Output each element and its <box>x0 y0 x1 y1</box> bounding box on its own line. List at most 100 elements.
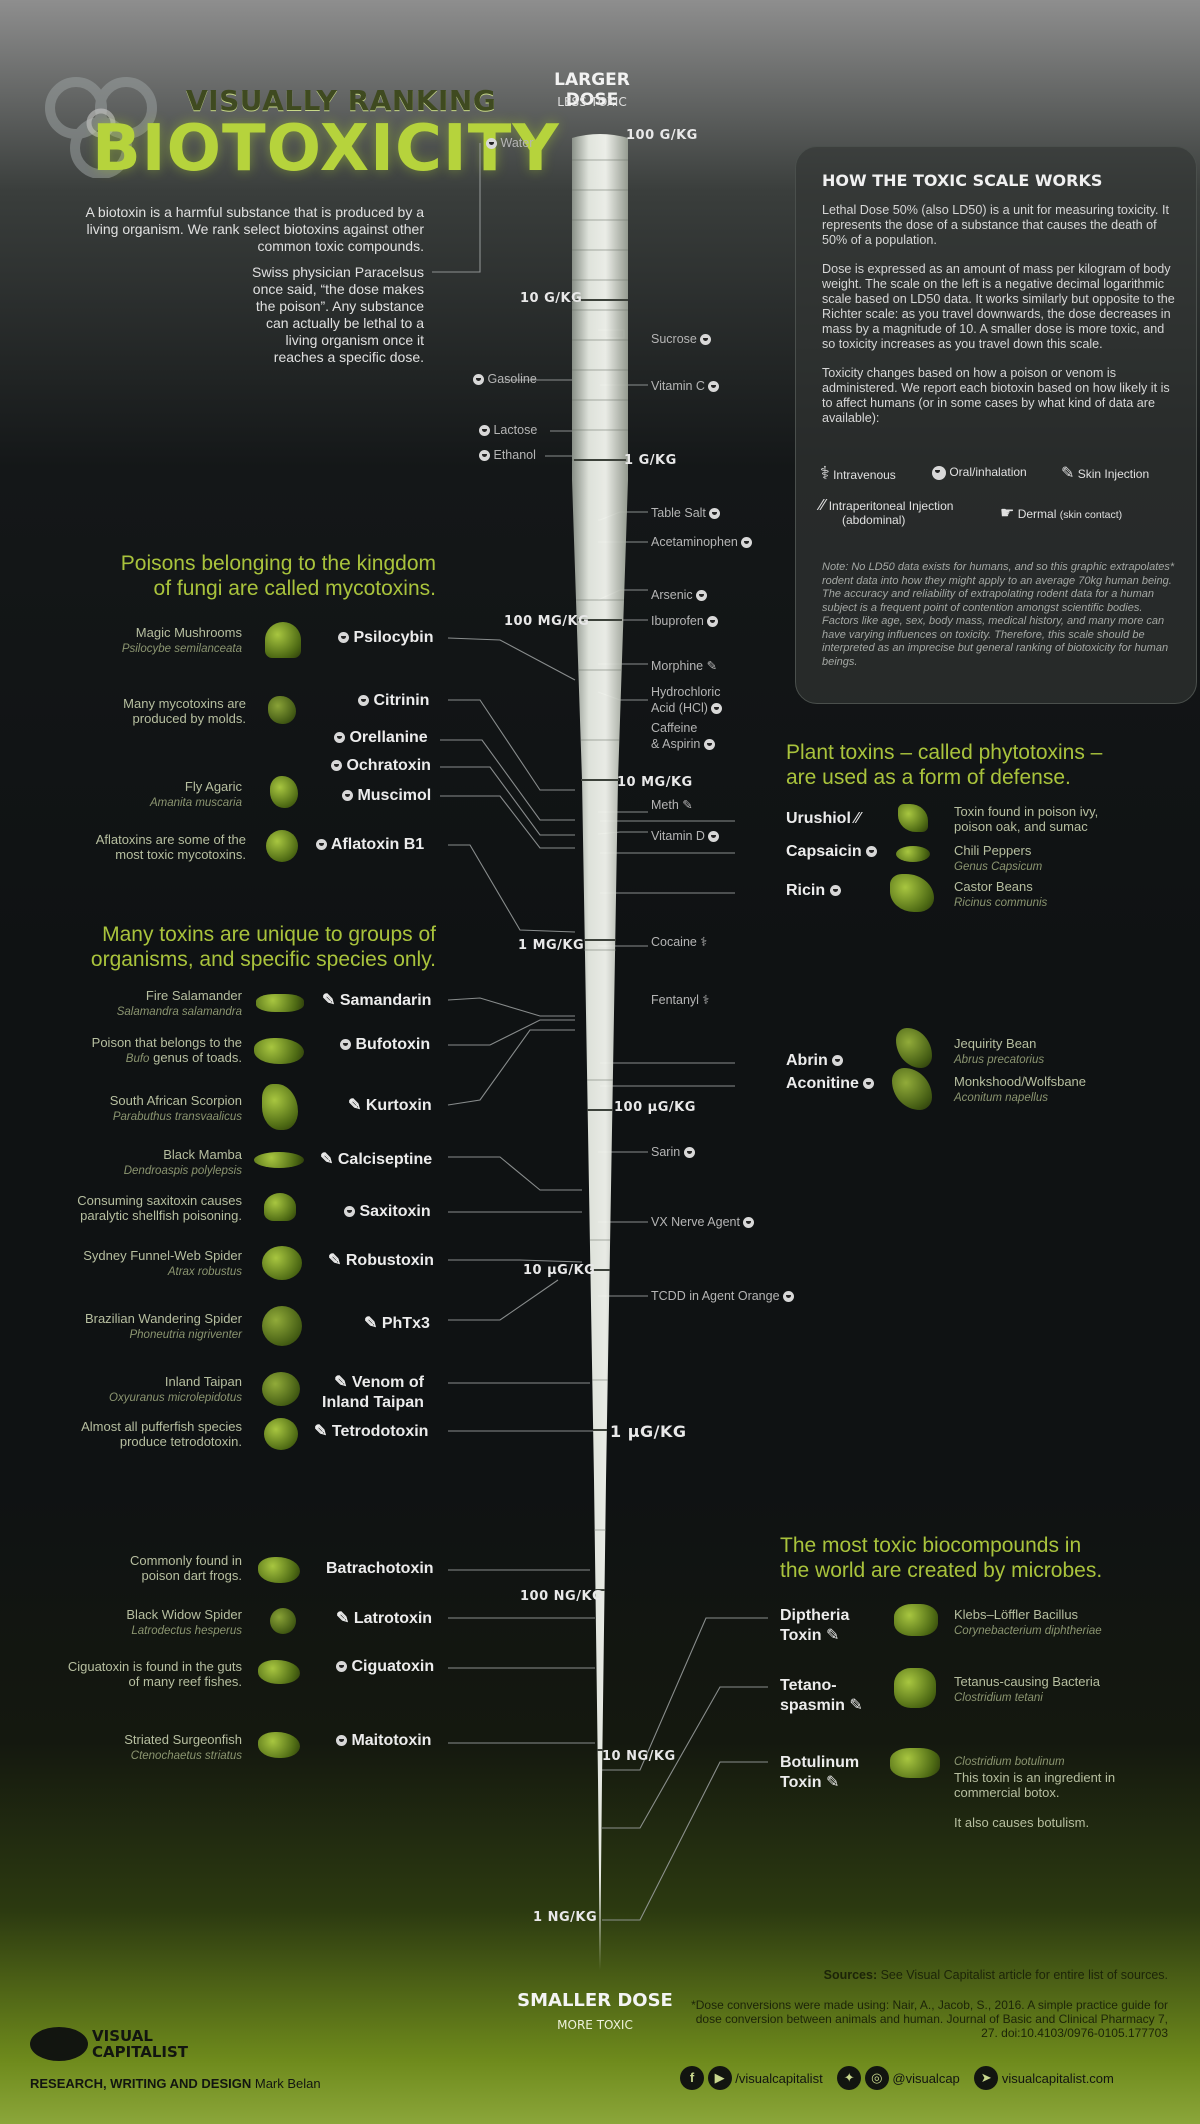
compound-fentanyl: Fentanyl ⚕ <box>651 993 710 1007</box>
scale-label-1ug: 1 µG/KG <box>610 1422 687 1441</box>
oral-icon <box>711 703 723 715</box>
social-handle-link[interactable]: /visualcapitalist <box>735 2071 823 2087</box>
skin-injection-icon: ✎ <box>334 1374 348 1391</box>
oral-icon <box>336 1661 347 1673</box>
oral-icon <box>708 831 720 843</box>
scale-top-sub: LESS TOXIC <box>557 95 627 109</box>
legend-skin-injection: ✎ Skin Injection <box>1061 465 1150 482</box>
plant-desc-abrin: Jequirity Bean Abrus precatorius <box>954 1036 1045 1066</box>
toxin-psilocybin: Psilocybin <box>338 629 433 647</box>
oral-icon <box>866 846 878 858</box>
skin-injection-icon: ✎ <box>364 1315 378 1332</box>
fly-agaric-illustration <box>270 776 298 808</box>
scale-label-100ng: 100 NG/KG <box>520 1589 604 1604</box>
toxin-kurtoxin: ✎ Kurtoxin <box>348 1097 432 1114</box>
legend-dermal: ☛ Dermal (skin contact) <box>1000 505 1123 522</box>
oral-icon <box>700 334 712 346</box>
chili-pepper-illustration <box>896 846 930 862</box>
fungi-desc-molds: Many mycotoxins are produced by molds. <box>123 696 246 726</box>
scale-top-title: LARGER DOSE <box>554 70 630 110</box>
oral-icon <box>334 732 345 744</box>
scale-label-10ng: 10 NG/KG <box>602 1749 676 1764</box>
toxin-latrotoxin: ✎ Latrotoxin <box>336 1610 433 1627</box>
youtube-icon[interactable]: ▶ <box>707 2066 732 2090</box>
scale-label-10mg: 10 MG/KG <box>617 775 693 790</box>
intraperitoneal-icon: ⁄⁄ <box>855 810 861 827</box>
compound-vitamin-d: Vitamin D <box>651 829 720 843</box>
intravenous-icon: ⚕ <box>702 993 710 1007</box>
compound-lactose: Lactose <box>479 423 537 437</box>
panel-paragraph-1: Lethal Dose 50% (also LD50) is a unit fo… <box>822 203 1169 247</box>
fungi-desc-fly-agaric: Fly Agaric Amanita muscaria <box>149 779 242 809</box>
mamba-illustration <box>254 1152 304 1168</box>
oral-icon <box>479 425 490 437</box>
toxin-muscimol: Muscimol <box>342 787 431 805</box>
scale-bottom-sub: MORE TOXIC <box>557 2018 633 2032</box>
wandering-spider-illustration <box>262 1306 302 1346</box>
species-heading: Many toxins are unique to groups of organ… <box>90 923 436 971</box>
species-desc-pufferfish: Almost all pufferfish species produce te… <box>81 1419 242 1449</box>
compound-gasoline: Gasoline <box>473 372 537 386</box>
compound-morphine: Morphine ✎ <box>651 659 718 673</box>
scale-label-1mg: 1 MG/KG <box>518 938 585 953</box>
sources: Sources: See Visual Capitalist article f… <box>823 1968 1168 1982</box>
diphtheria-bacillus-illustration <box>894 1604 938 1636</box>
compound-tcdd: TCDD in Agent Orange <box>651 1289 795 1303</box>
scale-label-10g: 10 G/KG <box>520 291 583 306</box>
oral-icon <box>696 590 708 602</box>
toxin-botulinum: Botulinum Toxin ✎ <box>780 1754 860 1791</box>
pufferfish-illustration <box>264 1418 298 1450</box>
fungi-heading: Poisons belonging to the kingdom of fungi… <box>120 552 436 600</box>
species-desc-inland-taipan: Inland Taipan Oxyuranus microlepidotus <box>109 1374 242 1404</box>
scorpion-illustration <box>262 1084 298 1130</box>
fungi-desc-aflatoxins: Aflatoxins are some of the most toxic my… <box>95 832 246 862</box>
scale-label-100ug: 100 µG/KG <box>614 1100 696 1115</box>
toxin-maitotoxin: Maitotoxin <box>336 1732 431 1750</box>
compound-caffeine-aspirin: Caffeine & Aspirin <box>651 720 715 752</box>
compound-sarin: Sarin <box>651 1145 695 1159</box>
compound-sucrose: Sucrose <box>651 332 712 346</box>
website-link[interactable]: visualcapitalist.com <box>1001 2071 1114 2087</box>
toad-illustration <box>254 1038 304 1064</box>
facebook-icon[interactable]: f <box>680 2066 704 2090</box>
oral-icon <box>829 885 841 897</box>
credits: RESEARCH, WRITING AND DESIGN Mark Belan <box>30 2076 321 2091</box>
oral-icon <box>708 381 720 393</box>
social-links: f ▶ /visualcapitalist ✦ ◎ @visualcap ➤ v… <box>680 2066 1114 2092</box>
species-desc-bufo: Poison that belongs to the Bufo genus of … <box>91 1035 242 1065</box>
species-desc-fire-salamander: Fire Salamander Salamandra salamandra <box>116 988 242 1018</box>
compound-arsenic: Arsenic <box>651 588 708 602</box>
plant-desc-ricin: Castor Beans Ricinus communis <box>954 879 1048 909</box>
compound-vitamin-c: Vitamin C <box>651 379 720 393</box>
compound-hcl: Hydrochloric Acid (HCl) <box>651 685 723 715</box>
species-desc-black-widow: Black Widow Spider Latrodectus hesperus <box>126 1607 242 1637</box>
microbe-desc-botulinum: Clostridium botulinum This toxin is an i… <box>954 1756 1116 1830</box>
skin-injection-icon: ✎ <box>348 1097 362 1114</box>
fungi-desc-magic-mushrooms: Magic Mushrooms Psilocybe semilanceata <box>121 625 242 655</box>
dart-frog-illustration <box>258 1557 300 1583</box>
intraperitoneal-icon: ⁄⁄ <box>820 497 826 514</box>
toxin-abrin: Abrin <box>786 1052 844 1070</box>
twitter-icon[interactable]: ✦ <box>837 2066 862 2090</box>
scale-label-100g: 100 G/KG <box>626 128 698 143</box>
black-widow-illustration <box>270 1608 296 1634</box>
species-desc-scorpion: South African Scorpion Parabuthus transva… <box>109 1093 242 1123</box>
twitter-handle-link[interactable]: @visualcap <box>892 2071 960 2087</box>
oral-icon <box>336 1735 347 1747</box>
toxin-saxitoxin: Saxitoxin <box>344 1203 431 1221</box>
toxin-capsaicin: Capsaicin <box>786 843 878 861</box>
compound-acetaminophen: Acetaminophen <box>651 535 753 549</box>
panel-paragraph-3: Toxicity changes based on how a poison o… <box>822 366 1170 425</box>
skin-injection-icon: ✎ <box>322 992 336 1009</box>
oral-icon <box>703 739 715 751</box>
plants-heading: Plant toxins – called phytotoxins – are u… <box>786 741 1103 789</box>
poison-ivy-illustration <box>898 804 928 832</box>
panel-paragraph-2: Dose is expressed as an amount of mass p… <box>822 262 1175 351</box>
microbe-desc-tetanus: Tetanus-causing Bacteria Clostridium teta… <box>954 1674 1100 1704</box>
toxin-diphtheria: Diptheria Toxin ✎ <box>780 1607 850 1644</box>
instagram-icon[interactable]: ◎ <box>864 2066 889 2090</box>
legend-oral: Oral/inhalation <box>932 465 1027 480</box>
plant-desc-aconitine: Monkshood/Wolfsbane Aconitum napellus <box>954 1074 1087 1104</box>
intravenous-icon: ⚕ <box>700 935 708 949</box>
skin-injection-icon: ✎ <box>314 1423 328 1440</box>
